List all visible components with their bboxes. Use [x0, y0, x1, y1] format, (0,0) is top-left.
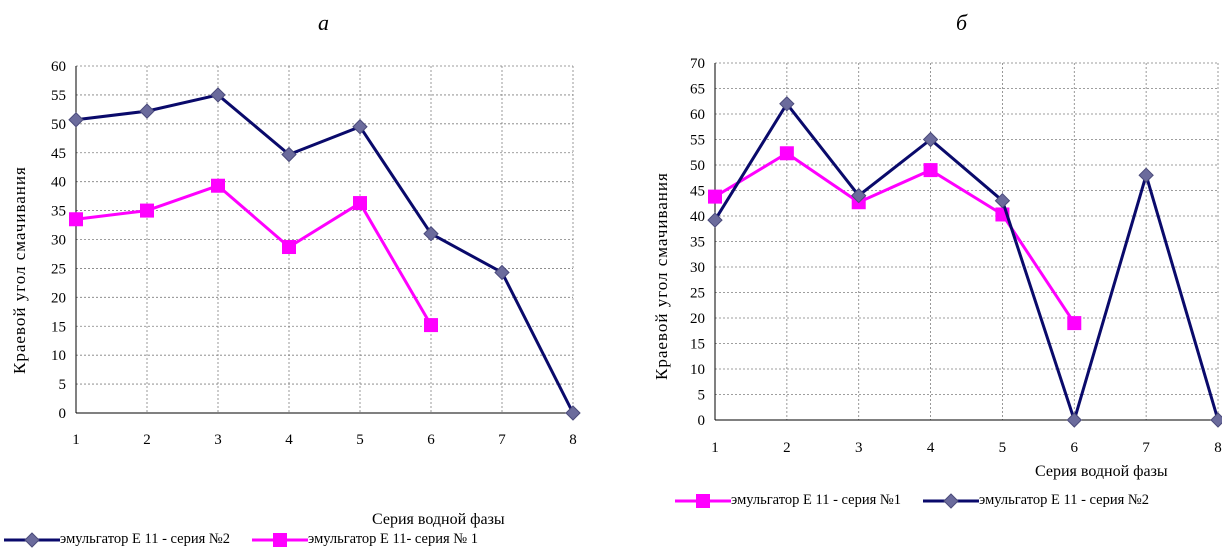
x-tick-label: 8: [1214, 440, 1222, 456]
series-line-2: [75, 184, 433, 326]
gridlines: [75, 65, 574, 414]
data-point-diamond: [281, 146, 297, 163]
chart-legend: эмульгатор Е 11 - серия №1 эмульгатор Е …: [675, 492, 1171, 509]
data-point-square: [69, 212, 83, 227]
data-point-square: [779, 146, 794, 161]
data-point-square: [708, 189, 722, 204]
data-point-square: [424, 318, 438, 333]
data-point-diamond: [1210, 412, 1222, 428]
y-tick-label: 70: [690, 56, 705, 72]
x-tick-label: 3: [214, 432, 222, 448]
y-tick-label: 5: [59, 377, 67, 393]
x-tick-label: 4: [927, 440, 935, 456]
y-tick-label: 20: [51, 290, 66, 306]
data-point-diamond: [210, 87, 226, 103]
x-tick-label: 1: [72, 432, 80, 448]
y-axis-label: Краевой угол смачивания: [10, 166, 29, 374]
chart-title: б: [956, 10, 968, 35]
y-tick-label: 15: [51, 319, 66, 335]
series-line-1: [714, 151, 1076, 324]
gridlines: [714, 62, 1219, 421]
x-tick-label: 1: [711, 440, 719, 456]
chart-title: а: [318, 10, 329, 35]
y-tick-label: 10: [51, 348, 66, 364]
data-point-diamond: [139, 103, 155, 119]
legend-item: эмульгатор Е 11 - серия №2: [922, 492, 1149, 509]
x-axis-label: Серия водной фазы: [372, 511, 505, 528]
y-tick-label: 60: [51, 59, 66, 75]
x-tick-label: 6: [1071, 440, 1079, 456]
y-tick-label: 0: [698, 413, 706, 429]
y-tick-label: 55: [51, 88, 66, 104]
y-tick-label: 35: [690, 235, 705, 251]
y-tick-label: 50: [690, 158, 705, 174]
data-point-diamond: [423, 226, 439, 242]
legend-label: эмульгатор Е 11 - серия №1: [731, 492, 901, 508]
x-tick-label: 5: [356, 432, 364, 448]
legend-swatch-series-1: [675, 493, 731, 508]
x-tick-label: 8: [569, 432, 577, 448]
x-tick-label: 7: [498, 432, 506, 448]
y-tick-label: 35: [51, 204, 66, 220]
data-point-square: [211, 178, 225, 193]
series-line-1: [75, 93, 575, 414]
data-point-diamond: [1066, 412, 1082, 428]
y-tick-label: 0: [59, 406, 67, 422]
x-tick-label: 4: [285, 432, 293, 448]
data-point-diamond: [851, 187, 867, 204]
y-tick-label: 55: [690, 133, 705, 149]
legend-item: эмульгатор Е 11 - серия №1: [675, 492, 901, 509]
data-point-square: [282, 240, 296, 255]
y-tick-label: 15: [690, 337, 705, 353]
data-point-square: [923, 163, 938, 178]
data-point-diamond: [565, 405, 581, 421]
y-tick-label: 50: [51, 117, 66, 133]
data-point-square: [353, 196, 367, 211]
x-tick-label: 5: [999, 440, 1007, 456]
y-tick-label: 40: [51, 175, 66, 191]
series-line-2: [713, 102, 1220, 422]
y-axis-label: Краевой угол смачивания: [652, 172, 671, 380]
y-tick-label: 40: [690, 209, 705, 225]
data-point-diamond: [922, 131, 939, 148]
y-tick-label: 30: [51, 233, 66, 249]
y-tick-label: 45: [51, 146, 66, 162]
data-point-diamond: [68, 112, 84, 128]
x-tick-label: 3: [855, 440, 863, 456]
y-tick-label: 25: [51, 261, 66, 277]
data-point-square: [1067, 316, 1082, 331]
data-point-diamond: [494, 264, 510, 281]
legend-label: эмульгатор Е 11 - серия №2: [978, 492, 1149, 508]
y-tick-label: 10: [690, 362, 705, 378]
data-point-diamond: [352, 119, 368, 135]
chart-panel-b: б 0 5 10 15 20 25 30 35 40 45 50 55 60 65 70 1 2 3 4 5 6 7 8 К…: [640, 0, 1222, 540]
data-point-diamond: [994, 192, 1011, 209]
y-tick-label: 25: [690, 286, 705, 302]
x-tick-label: 7: [1142, 440, 1150, 456]
y-tick-label: 5: [698, 388, 706, 404]
y-tick-label: 20: [690, 311, 705, 327]
x-tick-label: 6: [427, 432, 435, 448]
y-tick-label: 30: [690, 260, 705, 276]
data-point-diamond: [779, 96, 795, 112]
data-point-square: [140, 203, 154, 218]
y-tick-label: 60: [690, 107, 705, 123]
chart-panel-a: а 0 5 10 15 20 25 30 35 40 45 50 55 60 1 2 3 4 5 6 7 8 Краев…: [0, 0, 600, 548]
data-point-diamond: [707, 212, 723, 228]
x-axis-label: Серия водной фазы: [1035, 463, 1168, 480]
y-tick-label: 45: [690, 184, 705, 200]
legend-swatch-series-2: [922, 492, 979, 509]
x-tick-label: 2: [143, 432, 151, 448]
y-tick-label: 65: [690, 82, 705, 98]
data-point-diamond: [1138, 167, 1154, 183]
x-tick-label: 2: [783, 440, 791, 456]
